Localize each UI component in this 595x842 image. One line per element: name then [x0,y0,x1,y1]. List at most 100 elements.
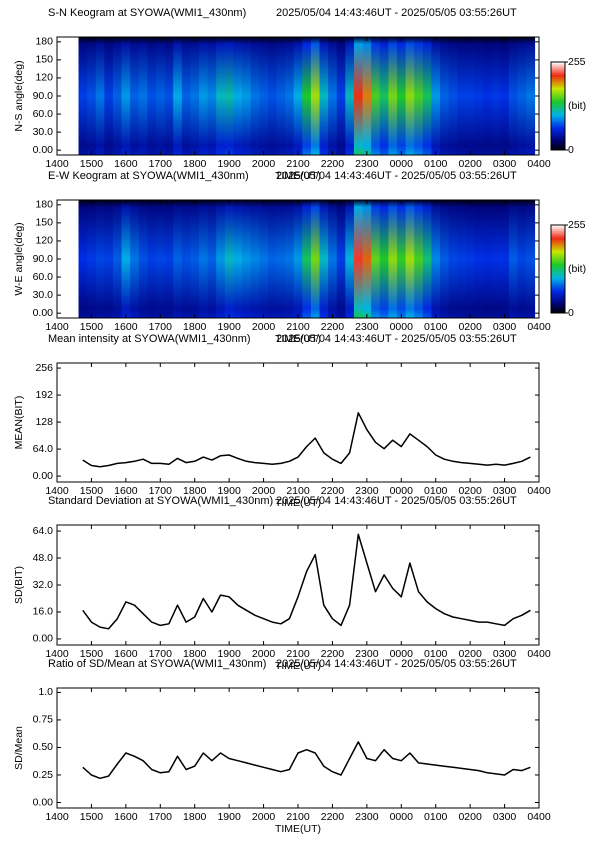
colorbar-cell [551,62,565,65]
heatmap-column [422,200,432,318]
colorbar-cell [551,115,565,118]
heatmap-column [396,37,406,155]
colorbar-tick-label: 0 [568,144,574,156]
x-tick-label: 0000 [390,485,414,497]
x-tick-label: 1700 [149,811,173,823]
colorbar-cell [551,309,565,312]
colorbar-cell [551,87,565,90]
colorbar-tick-label: 255 [568,219,586,231]
heatmap-column [491,37,501,155]
colorbar-cell [551,241,565,244]
x-axis-label: TIME(UT) [275,333,321,345]
x-tick-label: 2200 [321,485,345,497]
heatmap-column [396,200,406,318]
x-tick-label: 0300 [493,321,517,333]
y-tick-label: 0.00 [33,796,54,808]
x-tick-label: 1900 [217,648,241,660]
x-tick-label: 1400 [45,321,69,333]
heatmap-column [483,37,493,155]
colorbar-cell [551,236,565,239]
colorbar-cell [551,63,565,66]
panel: E-W Keogram at SYOWA(WMI1_430nm) 2025/05/… [13,170,586,345]
heatmap-column [155,37,165,155]
colorbar-cell [551,298,565,301]
y-tick-label: 32.0 [33,579,54,591]
heatmap-column [517,200,527,318]
colorbar-cell [551,106,565,109]
colorbar-cell [551,122,565,125]
colorbar-cell [551,247,565,250]
colorbar-cell [551,89,565,92]
colorbar-cell [551,259,565,262]
heatmap-column [78,37,88,155]
x-tick-label: 2300 [355,811,379,823]
x-tick-label: 2100 [286,648,310,660]
colorbar-cell [551,254,565,257]
x-tick-label: 0100 [424,485,448,497]
heatmap-column [233,37,243,155]
colorbar-cell [551,131,565,134]
heatmap-column [336,37,346,155]
colorbar-cell [551,73,565,76]
colorbar-cell [551,69,565,72]
heatmap-column [526,200,536,318]
heatmap-column [517,37,527,155]
x-tick-label: 2200 [321,648,345,660]
colorbar-cell [551,76,565,79]
colorbar-frame [550,61,566,151]
heatmap-column [336,200,346,318]
colorbar-cell [551,294,565,297]
heatmap-column [345,200,355,318]
colorbar-cell [551,126,565,129]
x-tick-label: 1700 [149,485,173,497]
colorbar-cell [551,74,565,77]
colorbar-cell [551,98,565,101]
y-tick-label: 90.0 [33,253,54,265]
colorbar-cell [551,100,565,103]
heatmap-column [224,37,234,155]
colorbar-label: (bit) [568,263,586,275]
heatmap-column [250,200,260,318]
colorbar-cell [551,82,565,85]
panel-title: Ratio of SD/Mean at SYOWA(WMI1_430nm) [48,658,266,670]
x-tick-label: 0200 [458,158,482,170]
time-range: 2025/05/04 14:43:46UT - 2025/05/05 03:55… [276,170,517,182]
heatmap-column [465,37,475,155]
x-tick-label: 0400 [527,648,551,660]
y-tick-label: 64.0 [33,525,54,537]
heatmap-column [483,200,493,318]
colorbar-cell [551,118,565,121]
colorbar-cell [551,117,565,120]
heatmap-column [267,37,277,155]
heatmap-column [216,200,226,318]
x-tick-label: 1600 [114,811,138,823]
data-line [82,741,531,780]
x-tick-label: 1800 [183,321,207,333]
heatmap-column [147,37,157,155]
panel-title: Standard Deviation at SYOWA(WMI1_430nm) [48,495,273,507]
heatmap-column [95,37,105,155]
x-tick-label: 0000 [390,321,414,333]
heatmap-column [199,37,209,155]
heatmap-column [405,37,415,155]
x-tick-label: 2000 [252,158,276,170]
heatmap-column [190,200,200,318]
heatmap-column [164,37,174,155]
heatmap-column [474,37,484,155]
heatmap-column [121,37,131,155]
heatmap-column [95,200,105,318]
colorbar-cell [551,305,565,308]
x-tick-label: 1800 [183,158,207,170]
colorbar-cell [551,274,565,277]
y-tick-label: 90.0 [33,90,54,102]
colorbar-cell [551,292,565,295]
colorbar-cell [551,65,565,68]
y-tick-label: 120 [35,235,53,247]
heatmap-column [500,37,510,155]
colorbar-cell [551,252,565,255]
x-tick-label: 1400 [45,811,69,823]
x-tick-label: 2100 [286,485,310,497]
panel-title: E-W Keogram at SYOWA(WMI1_430nm) [48,170,249,182]
colorbar-cell [551,276,565,279]
x-tick-label: 2100 [286,321,310,333]
